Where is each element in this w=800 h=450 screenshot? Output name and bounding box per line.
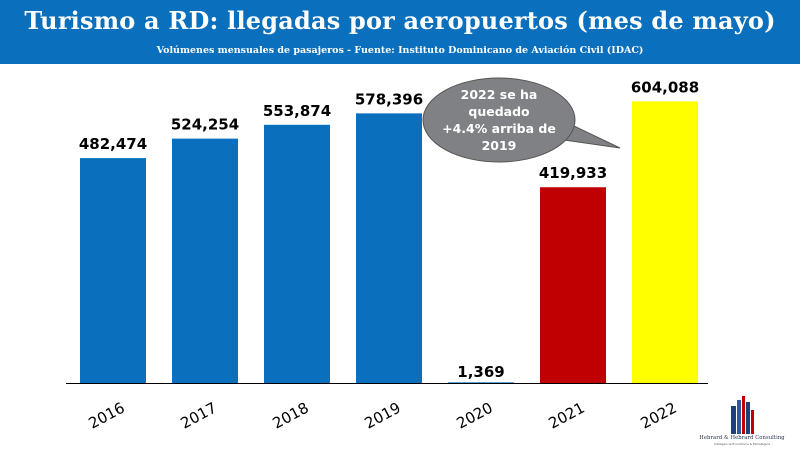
bar-2016 bbox=[80, 158, 146, 383]
callout-bubble: 2022 se ha quedado +4.4% arriba de 2019 bbox=[422, 77, 621, 164]
header-banner: Turismo a RD: llegadas por aeropuertos (… bbox=[0, 0, 800, 64]
data-label: 419,933 bbox=[539, 164, 607, 182]
x-tick-label: 2018 bbox=[270, 399, 312, 433]
building-logo-icon bbox=[731, 396, 754, 434]
logo-name: Hebrard & Hebrard Consulting bbox=[699, 435, 785, 441]
page-subtitle: Volúmenes mensuales de pasajeros - Fuent… bbox=[156, 45, 644, 56]
bar-2021 bbox=[540, 187, 606, 383]
bar-2018 bbox=[264, 124, 330, 383]
company-logo: Hebrard & Hebrard Consulting Inteligenci… bbox=[692, 396, 792, 448]
x-tick-label: 2019 bbox=[362, 399, 404, 433]
callout-text: 2022 se ha quedado +4.4% arriba de 2019 bbox=[424, 86, 574, 154]
callout-line: +4.4% arriba de bbox=[442, 121, 556, 136]
callout-line: quedado bbox=[468, 104, 530, 119]
data-label: 604,088 bbox=[631, 78, 699, 96]
data-label: 1,369 bbox=[457, 363, 504, 381]
data-label: 578,396 bbox=[355, 90, 423, 108]
data-label: 482,474 bbox=[79, 135, 147, 153]
x-tick-label: 2017 bbox=[178, 399, 220, 433]
x-tick-label: 2022 bbox=[638, 399, 680, 433]
x-tick-label: 2020 bbox=[454, 399, 496, 433]
callout-shape bbox=[422, 77, 621, 163]
bar-2022 bbox=[632, 101, 698, 384]
bar-2017 bbox=[172, 138, 238, 383]
x-tick-label: 2021 bbox=[546, 399, 588, 433]
data-label: 553,874 bbox=[263, 102, 331, 120]
page-title: Turismo a RD: llegadas por aeropuertos (… bbox=[24, 6, 776, 35]
x-tick-label: 2016 bbox=[86, 399, 128, 433]
callout-line: 2022 se ha bbox=[460, 87, 538, 102]
data-label: 524,254 bbox=[171, 116, 239, 134]
logo-tagline: Inteligencia Económica & Estratégica bbox=[714, 442, 770, 446]
bar-2019 bbox=[356, 113, 422, 383]
callout-line: 2019 bbox=[481, 138, 517, 153]
bar-2020 bbox=[448, 382, 514, 383]
